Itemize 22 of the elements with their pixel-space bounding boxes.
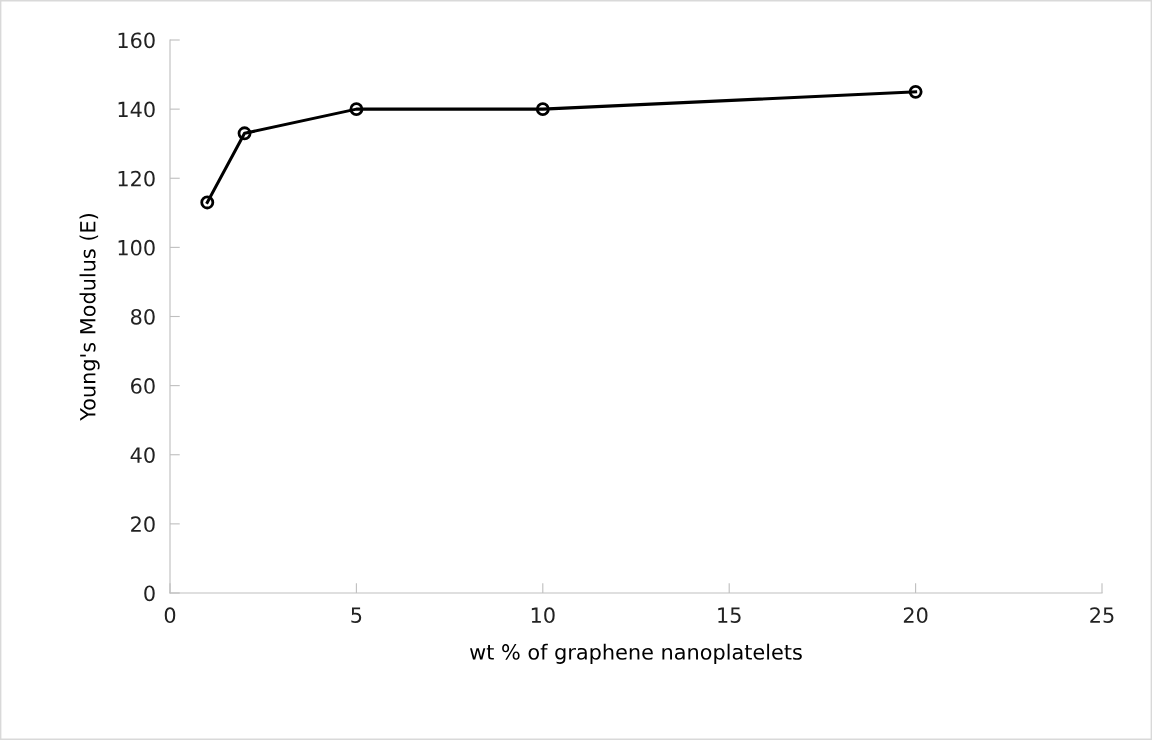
x-tick-label: 15 [718, 607, 741, 624]
point [535, 102, 550, 117]
y-tick-label: 40 [130, 447, 155, 463]
y-axis-title: Young's Modulus (E) [79, 214, 100, 421]
point [908, 84, 923, 99]
y-tick-label: 80 [131, 308, 155, 325]
y-tick-label: 160 [118, 32, 155, 49]
y-tick-label: 120 [118, 170, 155, 187]
x-tick-label: 25 [1090, 607, 1114, 624]
x-tick-label: 5 [351, 607, 362, 624]
y-tick-label: 100 [118, 239, 155, 256]
y-tick-label: 20 [131, 516, 155, 533]
y-tick-label: 60 [131, 378, 155, 394]
point [349, 102, 364, 117]
y-tick-label: 0 [144, 585, 155, 602]
y-tick-label: 140 [118, 101, 155, 118]
x-tick-label: 10 [531, 607, 555, 624]
point [237, 126, 252, 141]
x-tick-label: 0 [164, 607, 176, 624]
x-tick-label: 20 [903, 607, 928, 624]
x-axis-title: wt % of graphene nanoplatelets [470, 643, 802, 664]
point [200, 195, 215, 210]
